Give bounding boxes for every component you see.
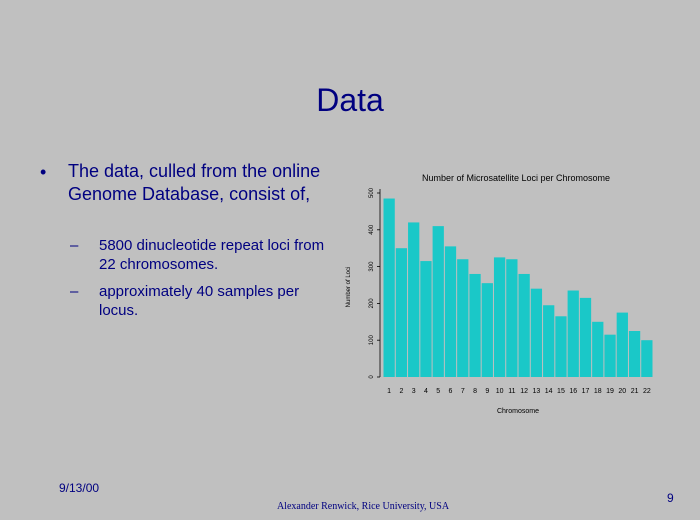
footer-author: Alexander Renwick, Rice University, USA	[276, 501, 450, 512]
x-tick-label: 8	[473, 388, 477, 395]
y-tick-label: 0	[369, 375, 375, 379]
x-tick-label: 10	[496, 388, 504, 395]
y-tick-label: 300	[369, 261, 375, 272]
subbullet-1-text: 5800 dinucleotide repeat loci from 22 ch…	[99, 237, 325, 273]
x-tick-label: 13	[533, 388, 541, 395]
bar-chromosome-12	[518, 273, 530, 377]
x-tick-label: 17	[582, 388, 590, 395]
footer-date: 9/13/00	[59, 481, 100, 495]
x-tick-label: 2	[399, 388, 403, 395]
x-tick-label: 1	[387, 388, 391, 395]
loci-bar-chart: Number of Microsatellite Loci per Chromo…	[346, 173, 653, 415]
bar-chromosome-16	[567, 290, 579, 377]
subbullet-2-marker: –	[70, 283, 79, 300]
x-tick-label: 4	[424, 388, 428, 395]
x-tick-label: 16	[569, 388, 577, 395]
bar-chromosome-22	[641, 340, 653, 377]
x-tick-label: 6	[449, 388, 453, 395]
subbullet-2-text: approximately 40 samples per locus.	[99, 283, 300, 319]
bar-chromosome-1	[383, 198, 395, 377]
x-tick-label: 14	[545, 388, 553, 395]
bar-chromosome-19	[604, 334, 616, 377]
x-tick-label: 20	[618, 388, 626, 395]
slide-title: Data	[316, 82, 384, 118]
y-tick-label: 100	[369, 335, 375, 346]
bar-chromosome-3	[408, 222, 420, 377]
x-tick-label: 11	[508, 388, 515, 395]
x-tick-label: 15	[557, 388, 565, 395]
bar-chromosome-18	[592, 321, 604, 377]
bullet-marker: •	[40, 162, 47, 182]
bar-chromosome-5	[432, 226, 444, 377]
bar-chromosome-11	[506, 259, 518, 377]
bar-chromosome-4	[420, 261, 432, 377]
bar-chromosome-21	[628, 331, 641, 377]
page-number: 9	[667, 491, 674, 505]
x-tick-label: 19	[606, 388, 614, 395]
x-tick-label: 7	[461, 388, 465, 395]
bar-chromosome-13	[530, 288, 543, 377]
chart-xlabel: Chromosome	[497, 408, 539, 415]
y-tick-label: 200	[369, 298, 375, 309]
chart-title: Number of Microsatellite Loci per Chromo…	[422, 173, 610, 183]
bar-chromosome-9	[481, 283, 493, 377]
bar-chromosome-20	[616, 312, 628, 377]
x-tick-label: 18	[594, 388, 602, 395]
chart-ylabel: Number of Loci	[346, 267, 352, 308]
bar-chromosome-14	[543, 305, 555, 377]
bar-chromosome-7	[457, 259, 469, 377]
bar-chromosome-6	[444, 246, 457, 377]
bar-chromosome-17	[579, 297, 592, 377]
bar-chromosome-15	[555, 316, 567, 377]
x-tick-label: 12	[520, 388, 528, 395]
bullet-text: The data, culled from the online Genome …	[68, 161, 321, 204]
x-tick-label: 3	[412, 388, 416, 395]
subbullet-1-marker: –	[70, 237, 79, 254]
y-tick-label: 400	[369, 224, 375, 235]
bar-chromosome-10	[493, 257, 506, 377]
bar-chromosome-8	[469, 273, 481, 377]
x-tick-label: 9	[485, 388, 489, 395]
bar-chromosome-2	[395, 248, 408, 377]
x-tick-label: 5	[436, 388, 440, 395]
x-tick-label: 22	[643, 388, 651, 395]
x-tick-label: 21	[631, 388, 639, 395]
y-tick-label: 500	[369, 187, 375, 198]
